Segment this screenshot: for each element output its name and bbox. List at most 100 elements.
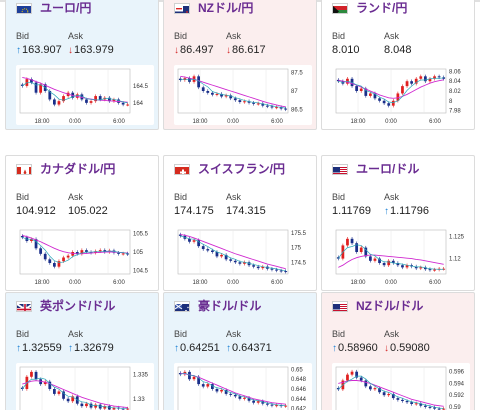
candle-body [121, 408, 125, 410]
candle-body [414, 403, 418, 405]
candle-body [39, 84, 42, 93]
bid-value: 1.32559 [22, 342, 62, 354]
currency-pair-name[interactable]: ランド/円 [356, 1, 408, 15]
candle-body [85, 403, 88, 407]
currency-card[interactable]: ランド/円 Bid 8.010 Ask 8.048 8.06 8.04 8.02 8 7.98 18… [321, 0, 475, 130]
candle-body [437, 76, 441, 78]
arrow-up-icon: ↑ [68, 343, 73, 354]
candle-body [414, 266, 418, 269]
currency-card[interactable]: NZドル/ドル Bid ↑0.58960 Ask ↓0.59080 0.596 0.594 0… [321, 292, 475, 410]
candle-body [419, 267, 423, 269]
candle-body [275, 107, 278, 109]
candle-body [247, 101, 251, 103]
chart-svg: 8.06 8.04 8.02 8 7.98 18:00 0:00 6:00 [335, 68, 461, 125]
candle-body [197, 376, 200, 385]
candle-body [401, 86, 404, 94]
candle-body [382, 392, 386, 396]
candle-body [256, 401, 260, 403]
candle-body [355, 371, 358, 378]
price-chart[interactable]: 8.06 8.04 8.02 8 7.98 18:00 0:00 6:00 [332, 65, 470, 125]
currency-pair-name[interactable]: カナダドル/円 [40, 162, 116, 176]
bid-value: 0.64251 [180, 342, 220, 354]
candle-body [192, 240, 196, 242]
candle-body [121, 102, 125, 105]
arrow-up-icon: ↑ [332, 343, 337, 354]
candle-body [442, 268, 446, 270]
ask-price: ↑1.11796 [384, 205, 429, 217]
currency-card[interactable]: ユーロ/ドル Bid 1.11769 Ask ↑1.11796 1.125 1.12 18:0… [321, 155, 475, 291]
candle-body [238, 100, 242, 102]
price-chart[interactable]: 1.125 1.12 18:00 0:00 6:00 [332, 226, 470, 286]
y-tick-label: 0.596 [449, 370, 465, 376]
currency-pair-name[interactable]: スイスフラン/円 [198, 162, 285, 176]
bid-price: ↑0.58960 [332, 342, 378, 354]
currency-pair-name[interactable]: 英ポンド/ドル [40, 299, 116, 313]
x-tick-label: 0:00 [69, 280, 81, 286]
candle-body [270, 268, 274, 270]
ask-price: 8.048 [384, 44, 412, 56]
candle-body [378, 98, 381, 101]
price-chart[interactable]: 164.5 164 18:00 0:00 6:00 [16, 65, 154, 125]
candle-body [378, 388, 381, 393]
chart-svg: 1.125 1.12 18:00 0:00 6:00 [335, 229, 465, 286]
currency-pair-name[interactable]: NZドル/ドル [356, 299, 424, 313]
candle-body [80, 403, 84, 407]
candle-body [410, 81, 413, 84]
currency-pair-name[interactable]: 豪ドル/ドル [198, 299, 262, 313]
currency-card[interactable]: ユーロ/円 Bid ↑163.907 Ask ↓163.979 164.5 164 18:00… [5, 0, 159, 130]
y-tick-label: 0.648 [291, 377, 307, 383]
currency-card[interactable]: カナダドル/円 Bid 104.912 Ask 105.022 105.5 105 104.5… [5, 155, 159, 291]
arrow-down-icon: ↓ [174, 45, 179, 56]
y-tick-label: 175.5 [291, 231, 307, 237]
candle-body [30, 79, 33, 83]
candle-body [126, 253, 130, 255]
currency-pair-name[interactable]: NZドル/円 [198, 1, 254, 15]
candle-body [405, 401, 409, 403]
candle-body [373, 388, 377, 390]
candle-body [238, 262, 242, 264]
candle-body [410, 402, 413, 404]
candle-body [30, 239, 33, 241]
currency-card[interactable]: 英ポンド/ドルBid↑1.32559Ask↑1.326791.3351.3318… [5, 292, 159, 410]
flag-icon [174, 301, 190, 312]
candle-body [391, 260, 395, 263]
candle-body [428, 406, 432, 408]
candle-body [66, 255, 70, 258]
candle-body [121, 253, 125, 255]
candle-body [80, 94, 84, 100]
currency-card[interactable]: 豪ドル/ドル Bid ↑0.64251 Ask ↑0.64371 0.65 0.648 0.6… [163, 292, 317, 410]
candle-body [112, 99, 116, 102]
bid-price: 104.912 [16, 205, 56, 217]
candle-body [178, 78, 182, 80]
currency-pair-name[interactable]: ユーロ/円 [40, 1, 92, 15]
candle-body [284, 271, 288, 273]
candle-body [229, 95, 233, 99]
y-tick-label: 105 [133, 250, 144, 256]
currency-card[interactable]: スイスフラン/円 Bid 174.175 Ask 174.315 175.5 175 174.… [163, 155, 317, 291]
candle-body [220, 93, 223, 97]
candle-body [220, 389, 223, 392]
currency-card[interactable]: NZドル/円 Bid ↓86.497 Ask ↓86.617 87.5 87 86.5 18:0… [163, 0, 317, 130]
flag-icon [16, 301, 32, 312]
price-chart[interactable]: 87.5 87 86.5 18:00 0:00 6:00 [174, 65, 312, 125]
candle-body [336, 387, 340, 390]
candle-body [53, 263, 56, 267]
candle-body [98, 250, 102, 252]
candle-body [224, 254, 228, 260]
short-average-line [338, 77, 444, 103]
y-tick-label: 0.644 [291, 397, 307, 403]
y-tick-label: 8 [449, 99, 453, 105]
candle-body [220, 254, 223, 257]
ask-label: Ask [68, 31, 84, 41]
price-chart[interactable]: 175.5 175 174.5 18:00 0:00 6:00 [174, 226, 312, 286]
chart-svg: 105.5 105 104.5 18:00 0:00 6:00 [19, 229, 149, 286]
price-chart[interactable]: 105.5 105 104.5 18:00 0:00 6:00 [16, 226, 154, 286]
y-tick-label: 87 [291, 89, 298, 95]
x-tick-label: 0:00 [227, 280, 239, 286]
currency-pair-name[interactable]: ユーロ/ドル [356, 162, 420, 176]
